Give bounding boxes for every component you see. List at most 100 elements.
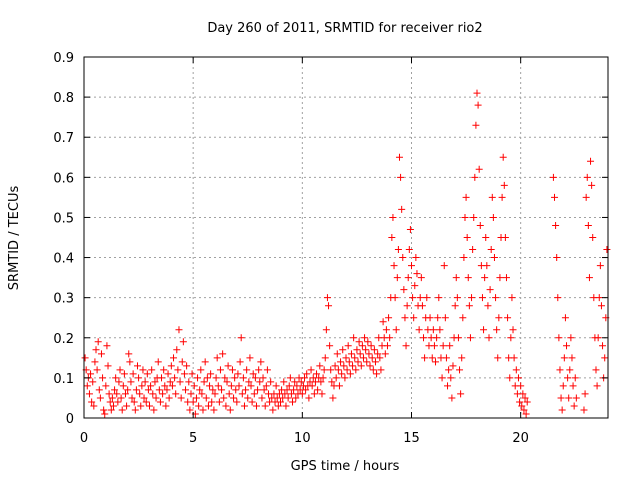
data-point — [196, 386, 204, 394]
data-point — [272, 382, 280, 390]
data-point — [244, 394, 252, 402]
data-point — [102, 382, 110, 390]
data-point — [111, 386, 119, 394]
data-point — [597, 302, 605, 310]
data-point — [210, 406, 218, 414]
data-point — [489, 213, 497, 221]
data-point — [198, 390, 206, 398]
data-point — [341, 374, 349, 382]
y-tick-label: 0.3 — [53, 292, 74, 307]
data-point — [230, 394, 238, 402]
data-point — [107, 406, 115, 414]
data-point — [97, 350, 105, 358]
data-point — [307, 366, 315, 374]
data-point — [200, 378, 208, 386]
data-point — [136, 390, 144, 398]
data-point — [239, 374, 247, 382]
data-point — [161, 382, 169, 390]
data-point — [523, 398, 531, 406]
data-point — [117, 394, 125, 402]
data-point — [208, 398, 216, 406]
data-point — [364, 338, 372, 346]
data-point — [389, 213, 397, 221]
data-point — [585, 274, 593, 282]
data-point — [124, 386, 132, 394]
data-point — [403, 302, 411, 310]
data-point — [168, 382, 176, 390]
data-point — [482, 234, 490, 241]
data-point — [584, 221, 592, 229]
data-point — [151, 378, 159, 386]
data-point — [518, 402, 526, 410]
data-point — [139, 366, 147, 374]
data-point — [277, 398, 284, 406]
data-point — [554, 294, 562, 302]
data-point — [256, 378, 264, 386]
data-point — [367, 342, 375, 350]
data-point — [248, 398, 256, 406]
data-point — [211, 390, 219, 398]
data-point — [462, 193, 470, 201]
data-point — [257, 358, 265, 366]
data-point — [520, 406, 528, 414]
data-point — [317, 378, 325, 386]
data-point — [603, 246, 611, 254]
data-point — [154, 358, 162, 366]
data-point — [234, 370, 242, 378]
data-point — [220, 394, 228, 402]
x-tick-label: 20 — [512, 431, 529, 446]
data-point — [166, 378, 174, 386]
data-point — [588, 181, 596, 189]
data-point — [475, 165, 483, 173]
data-point — [456, 366, 464, 374]
data-point — [399, 254, 407, 262]
data-point — [572, 394, 580, 402]
data-point — [566, 366, 574, 374]
data-point — [394, 246, 402, 254]
data-point — [368, 354, 376, 362]
data-point — [174, 366, 182, 374]
data-point — [152, 394, 160, 402]
data-point — [108, 394, 116, 402]
data-point — [507, 334, 515, 342]
data-point — [463, 234, 471, 241]
data-point — [355, 338, 363, 346]
data-point — [439, 342, 447, 350]
data-point — [343, 366, 351, 374]
data-point — [337, 358, 345, 366]
data-point — [339, 346, 347, 354]
data-point — [133, 362, 141, 370]
data-point — [400, 286, 408, 294]
data-point — [549, 173, 557, 181]
data-point — [377, 366, 385, 374]
x-axis-label: GPS time / hours — [291, 459, 400, 474]
data-point — [245, 378, 253, 386]
data-point — [559, 382, 567, 390]
data-point — [314, 386, 322, 394]
data-point — [338, 370, 346, 378]
data-point — [305, 394, 313, 402]
data-point — [129, 370, 137, 378]
data-point — [340, 362, 348, 370]
data-point — [395, 153, 403, 161]
data-point — [125, 350, 133, 358]
data-point — [379, 318, 387, 326]
data-point — [99, 374, 107, 382]
data-point — [471, 173, 479, 181]
data-point — [392, 326, 400, 334]
data-point — [421, 354, 429, 362]
data-point — [592, 366, 600, 374]
data-point — [461, 213, 469, 221]
data-point — [213, 354, 221, 362]
data-point — [162, 402, 170, 410]
data-point — [285, 382, 293, 390]
data-point — [112, 374, 120, 382]
data-point — [519, 390, 527, 398]
data-point — [159, 390, 167, 398]
data-point — [150, 406, 158, 414]
data-point — [459, 314, 467, 322]
data-point — [289, 398, 297, 406]
data-point — [480, 326, 488, 334]
data-point — [216, 366, 224, 374]
data-point — [206, 382, 214, 390]
